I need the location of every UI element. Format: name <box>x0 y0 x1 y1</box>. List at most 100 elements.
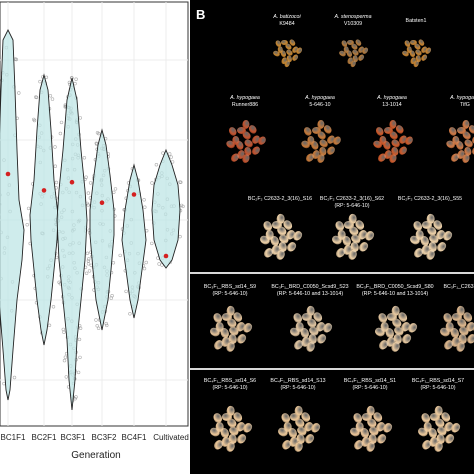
data-point <box>124 289 128 294</box>
peanut-seed <box>426 213 435 224</box>
mean-marker <box>99 200 105 205</box>
line-label: BC₃F₁_BRD_C0050_Scsd9_S80 (RP: 5-646-10 a… <box>335 284 455 297</box>
seed-cluster <box>403 211 457 265</box>
peanut-seed <box>348 213 357 224</box>
violin-bc3f1 <box>56 77 88 411</box>
label-line: A. stenosperma <box>334 14 372 20</box>
accession-label: A. hypogaea 13-1014 <box>332 95 452 108</box>
data-point <box>59 120 64 125</box>
mean-marker <box>163 253 169 259</box>
data-point <box>62 358 67 363</box>
x-tick-label: Cultivated <box>153 433 189 442</box>
line-label: BC₃F₁_RBS_sd14_S9 (RP: 5-646-10) <box>170 284 290 297</box>
data-point <box>109 296 114 300</box>
row-divider <box>190 368 474 370</box>
data-point <box>26 206 31 211</box>
data-point <box>96 326 101 330</box>
data-point <box>74 77 78 81</box>
violin-chart: BC1F1 BC2F1 BC3F1 BC3F2 BC4F1 Cultivated Gene… <box>0 1 189 461</box>
line-label: BC₃F₁_BRD_C0050_Scsd9_S23 (RP: 5-646-10 a… <box>250 284 370 297</box>
data-point <box>128 312 132 316</box>
peanut-seed <box>424 46 433 55</box>
label-line: A. hypogaea <box>450 95 474 101</box>
seed-cluster <box>368 303 422 357</box>
label-line: 13-1014 <box>382 101 402 108</box>
data-point <box>94 141 99 146</box>
label-line: BC₄F₁_RBS_sd14_S1 <box>343 378 397 384</box>
data-point <box>113 187 118 191</box>
data-point <box>154 163 159 167</box>
peanut-seed <box>456 305 465 316</box>
data-point <box>169 155 173 159</box>
label-line: (RP: 5-646-10) <box>420 384 456 391</box>
label-line: Runner886 <box>231 101 259 108</box>
violin-cultivated <box>151 148 181 269</box>
data-point <box>78 355 82 360</box>
line-label: BC₂F₂ C2633-2_3(16)_S62 (RP: 5-646-10) <box>292 196 412 209</box>
seed-photo-panel: B A. batizocoi K9484 A. stenosperma V10309 B… <box>190 0 474 474</box>
peanut-seed <box>434 405 443 416</box>
data-point <box>181 204 185 209</box>
data-point <box>74 395 78 399</box>
peanut-seed <box>325 145 337 157</box>
peanut-seed <box>226 405 235 416</box>
mean-markers <box>5 171 169 259</box>
x-tick-labels: BC1F1 BC2F1 BC3F1 BC3F2 BC4F1 Cultivated <box>1 433 189 442</box>
data-point <box>82 156 87 160</box>
data-point <box>50 97 55 101</box>
peanut-seed <box>306 305 315 316</box>
data-point <box>157 262 161 266</box>
data-point <box>32 117 36 122</box>
seed-cluster <box>325 211 379 265</box>
peanut-seed <box>391 305 400 316</box>
peanut-seed <box>420 53 429 62</box>
data-point <box>58 131 63 136</box>
data-point <box>51 305 56 309</box>
data-point <box>38 79 42 84</box>
data-point <box>144 260 148 265</box>
label-line: (RP: 5-646-10) <box>212 290 248 297</box>
x-tick-label: BC3F2 <box>92 433 117 442</box>
mean-marker <box>131 192 137 197</box>
data-point <box>48 94 53 98</box>
seed-cluster <box>294 117 346 169</box>
data-point <box>84 175 88 179</box>
label-line: (RP: 5-646-10 and 13-1014) <box>361 290 429 297</box>
data-point <box>78 116 83 120</box>
label-line: (RP: 5-646-10) <box>212 384 248 391</box>
label-line: A. batizocoi <box>273 14 301 20</box>
label-line: Batsten1 <box>405 18 427 24</box>
label-line: BC₂F₂ C2633-2_3(16)_S55 <box>397 196 463 202</box>
peanut-seed <box>226 305 235 316</box>
line-label: BC₄F₁_RBS_sd14_S6 (RP: 5-646-10) <box>170 378 290 391</box>
data-point <box>168 152 172 156</box>
accession-label: A. hypogaeaTifG <box>405 95 474 108</box>
accession-label: A. hypogaea Runner886 <box>185 95 305 108</box>
label-line: TifG <box>460 101 470 108</box>
data-point <box>47 323 52 327</box>
data-point <box>84 271 89 275</box>
seed-cluster <box>335 34 371 70</box>
x-tick-label: BC4F1 <box>122 433 147 442</box>
violin-bc3f2 <box>89 128 115 331</box>
data-point <box>105 323 109 328</box>
data-point <box>86 262 91 266</box>
seed-cluster <box>269 34 305 70</box>
peanut-seed <box>366 405 375 416</box>
data-point <box>150 181 154 185</box>
label-line: BC₃F₁_BRD_C0050_Scsd9_S80 <box>356 284 434 290</box>
peanut-seed <box>294 405 303 416</box>
x-tick-label: BC2F1 <box>32 433 57 442</box>
data-point <box>63 355 68 359</box>
label-line: BC₄F₁_RBS_sd14_S13 <box>270 378 326 384</box>
label-line: BC₃F₁_BRD_C0050_Scsd9_S23 <box>271 284 349 290</box>
label-line: A. hypogaea <box>305 95 335 101</box>
peanut-seed <box>361 46 370 55</box>
label-line: K9484 <box>279 20 295 27</box>
line-label: BC₄F₁_RBS_sd14_S7 (RP: 5-646-10) <box>378 378 474 391</box>
seed-cluster <box>271 403 325 457</box>
accession-label: A. hypogaea 5-646-10 <box>260 95 380 108</box>
data-point <box>62 330 66 334</box>
label-line: BC₃F₁_RBS_sd14_S9 <box>203 284 257 290</box>
peanut-seed <box>357 53 366 62</box>
